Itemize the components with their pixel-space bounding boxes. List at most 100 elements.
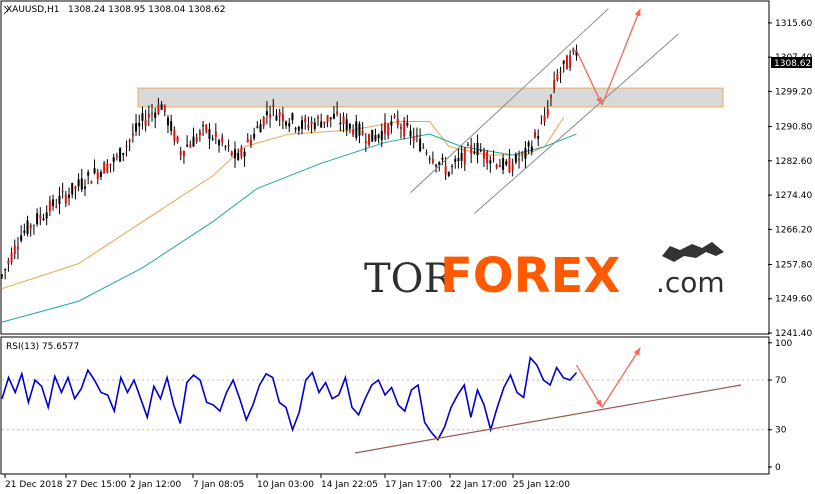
watermark-suffix: .com xyxy=(656,266,725,299)
candle-body xyxy=(154,112,157,118)
candle-body xyxy=(138,122,141,127)
forecast-arrow-segment xyxy=(601,347,641,408)
candle-body xyxy=(275,115,278,121)
channel-line xyxy=(474,33,679,214)
candle-body xyxy=(189,144,192,148)
candle-body xyxy=(441,157,444,160)
time-tick-label: 7 Jan 08:05 xyxy=(193,480,244,490)
candle-body xyxy=(23,230,26,233)
candle-body xyxy=(211,138,214,140)
candle-body xyxy=(492,158,495,160)
candle-body xyxy=(288,123,291,127)
candle-body xyxy=(495,164,498,168)
candle-body xyxy=(195,137,198,142)
candle-body xyxy=(339,122,342,125)
candle-body xyxy=(332,113,335,119)
candle-body xyxy=(42,218,45,220)
panel-collapse-icon[interactable] xyxy=(3,5,9,15)
candle-body xyxy=(13,245,16,255)
candle-body xyxy=(498,165,501,168)
candle-body xyxy=(173,129,176,141)
candle-body xyxy=(205,124,208,132)
candle-body xyxy=(109,163,112,165)
candle-body xyxy=(537,136,540,139)
rsi-tick-label: 100 xyxy=(775,339,792,349)
candle-body xyxy=(10,252,13,263)
candle-body xyxy=(135,123,138,132)
candle-body xyxy=(444,166,447,175)
candle-body xyxy=(224,146,227,148)
candle-body xyxy=(358,123,361,136)
candle-body xyxy=(409,130,412,137)
candle-body xyxy=(355,121,358,138)
candle-body xyxy=(387,124,390,136)
time-tick-label: 2 Jan 12:00 xyxy=(130,480,182,490)
candle-body xyxy=(151,113,154,115)
candle-body xyxy=(128,139,131,142)
rsi-series-line xyxy=(1,355,578,442)
candle-body xyxy=(163,104,166,113)
candle-body xyxy=(451,165,454,167)
candle-body xyxy=(99,172,102,177)
candle-body xyxy=(342,116,345,125)
candle-body xyxy=(45,212,48,219)
candle-body xyxy=(454,159,457,162)
candle-body xyxy=(425,152,428,154)
candle-body xyxy=(77,179,80,187)
candle-body xyxy=(262,117,265,126)
channel-line xyxy=(410,8,609,193)
price-tick-label: 1299.20 xyxy=(775,87,812,97)
candle-body xyxy=(36,213,39,225)
candle-body xyxy=(304,118,307,122)
candle-body xyxy=(368,133,371,145)
candle-body xyxy=(115,155,118,157)
candle-body xyxy=(269,114,272,118)
price-y-axis: 1315.601307.401299.201290.801282.601274.… xyxy=(768,19,812,339)
candle-body xyxy=(96,171,99,180)
candle-body xyxy=(524,147,527,159)
candle-body xyxy=(176,136,179,142)
candle-body xyxy=(565,55,568,70)
candle-body xyxy=(470,144,473,154)
candle-body xyxy=(435,164,438,167)
moving-average-line xyxy=(1,133,577,323)
candle-body xyxy=(460,152,463,161)
candle-body xyxy=(179,151,182,155)
candle-body xyxy=(301,120,304,129)
current-price-box xyxy=(771,57,812,68)
candle-body xyxy=(278,111,281,117)
channel-lines xyxy=(410,8,679,214)
candle-body xyxy=(415,134,418,137)
candle-body xyxy=(281,114,284,122)
candle-body xyxy=(80,178,83,190)
candle-body xyxy=(192,136,195,147)
time-tick-label: 14 Jan 22:05 xyxy=(321,480,378,490)
bull-logo-icon xyxy=(662,242,724,262)
candle-body xyxy=(7,260,10,264)
candle-body xyxy=(403,120,406,137)
candle-body xyxy=(186,144,189,147)
rsi-tick-label: 0 xyxy=(775,463,781,473)
candle-body xyxy=(294,128,297,130)
candle-body xyxy=(549,95,552,98)
candle-body xyxy=(364,140,367,143)
candle-body xyxy=(58,195,61,205)
candle-body xyxy=(489,160,492,164)
candle-body xyxy=(141,113,144,121)
price-tick-label: 1315.60 xyxy=(775,19,812,29)
candle-body xyxy=(87,172,90,176)
forecast-arrow-head xyxy=(634,8,641,17)
candle-body xyxy=(431,158,434,163)
candle-body xyxy=(119,148,122,162)
current-price-label: 1308.62 xyxy=(774,59,811,69)
candle-body xyxy=(543,115,546,122)
candle-body xyxy=(233,149,236,159)
candle-body xyxy=(240,147,243,157)
price-tick-label: 1257.80 xyxy=(775,260,812,270)
candle-body xyxy=(182,151,185,157)
candle-body xyxy=(374,135,377,141)
time-tick-label: 27 Dec 15:00 xyxy=(66,480,127,490)
candle-body xyxy=(1,275,3,277)
rsi-support-trendline xyxy=(354,384,742,454)
candle-body xyxy=(377,134,380,139)
